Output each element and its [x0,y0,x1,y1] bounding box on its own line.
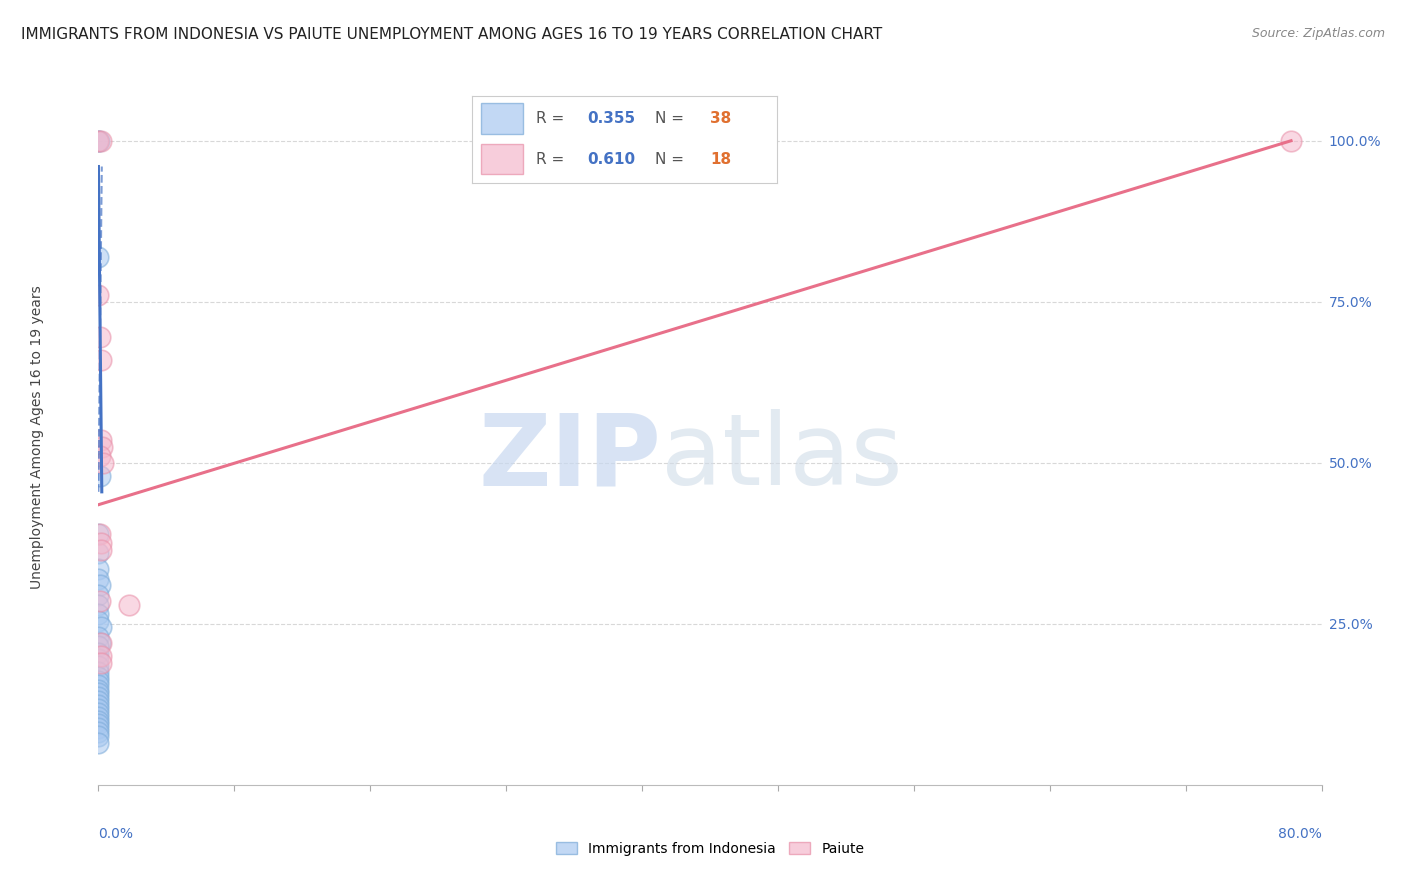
Point [87,736,110,750]
Text: ZIP: ZIP [478,409,661,507]
Text: Source: ZipAtlas.com: Source: ZipAtlas.com [1251,27,1385,40]
Point [90,542,112,557]
Point [91,456,114,470]
Point [89,578,111,592]
Point [90,620,112,634]
Point [87,665,110,680]
Point [87,134,110,148]
Point [87,690,110,705]
Text: IMMIGRANTS FROM INDONESIA VS PAIUTE UNEMPLOYMENT AMONG AGES 16 TO 19 YEARS CORRE: IMMIGRANTS FROM INDONESIA VS PAIUTE UNEM… [21,27,883,42]
Point [87,670,110,684]
Point [90,536,112,550]
Point [87,717,110,731]
Point [90,352,112,367]
Point [87,546,110,560]
Point [89,526,111,541]
Point [87,721,110,735]
Point [87,250,110,264]
Point [87,572,110,586]
Point [87,652,110,666]
Point [87,673,110,688]
Point [90,636,112,650]
Point [87,686,110,700]
Point [90,656,112,670]
Point [87,698,110,712]
Point [89,636,111,650]
Point [87,694,110,708]
Point [87,702,110,716]
Text: atlas: atlas [661,409,903,507]
Point [89,450,111,464]
Point [87,678,110,692]
Point [87,658,110,673]
Point [87,682,110,697]
Point [90,434,112,448]
Point [87,614,110,628]
Point [87,588,110,602]
Point [87,640,110,654]
Point [89,468,111,483]
Point [89,330,111,344]
Point [87,598,110,612]
Point [118,598,141,612]
Point [87,607,110,622]
Point [90,134,112,148]
Point [87,706,110,720]
Point [87,134,110,148]
Point [87,288,110,302]
Point [87,134,110,148]
Text: 80.0%: 80.0% [1278,827,1322,840]
Point [87,714,110,728]
Point [87,729,110,743]
Point [91,440,114,454]
Point [87,526,110,541]
Legend: Immigrants from Indonesia, Paiute: Immigrants from Indonesia, Paiute [550,837,870,862]
Point [89,594,111,608]
Point [87,709,110,723]
Point [87,725,110,739]
Text: Unemployment Among Ages 16 to 19 years: Unemployment Among Ages 16 to 19 years [31,285,44,589]
Point [1279,134,1302,148]
Point [87,646,110,660]
Text: 0.0%: 0.0% [98,827,134,840]
Point [90,649,112,664]
Point [87,630,110,644]
Point [87,562,110,576]
